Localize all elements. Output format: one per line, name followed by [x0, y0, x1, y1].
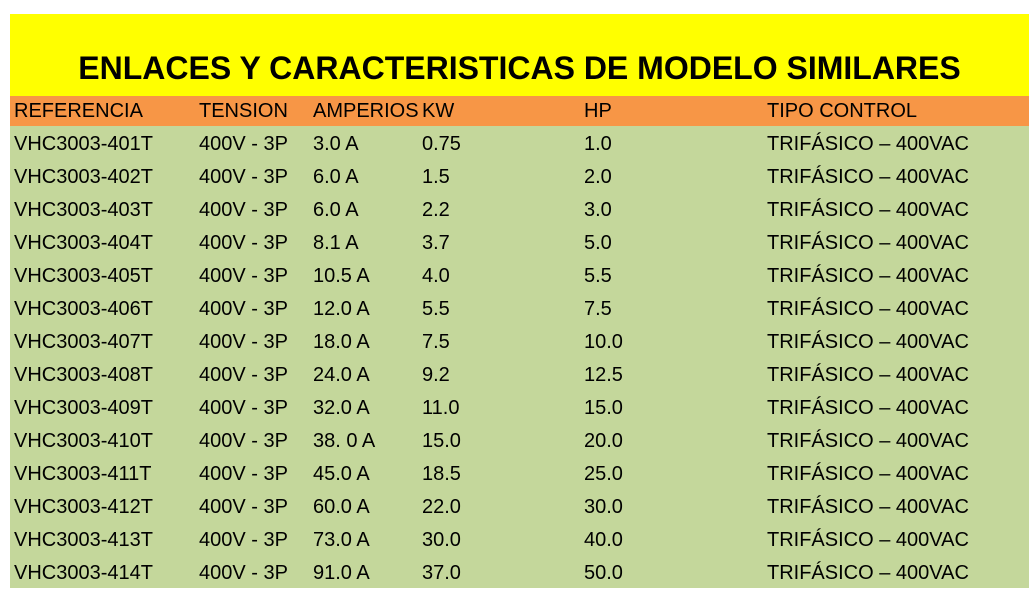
- table-cell: TRIFÁSICO – 400VAC: [767, 529, 969, 551]
- table-cell: VHC3003-402T: [14, 166, 153, 188]
- table-cell: 0.75: [422, 133, 461, 155]
- table-cell: 40.0: [584, 529, 623, 551]
- table-cell: 400V - 3P: [199, 430, 288, 452]
- table-cell: VHC3003-407T: [14, 331, 153, 353]
- table-cell: 400V - 3P: [199, 529, 288, 551]
- table-cell: 50.0: [584, 562, 623, 584]
- table-cell: 20.0: [584, 430, 623, 452]
- header-cell: TENSION: [199, 100, 288, 122]
- table-cell: TRIFÁSICO – 400VAC: [767, 232, 969, 254]
- table-cell: VHC3003-405T: [14, 265, 153, 287]
- table-cell: 45.0 A: [313, 463, 370, 485]
- table-cell: 1.5: [422, 166, 450, 188]
- table-cell: VHC3003-414T: [14, 562, 153, 584]
- table-cell: 7.5: [584, 298, 612, 320]
- table-cell: 400V - 3P: [199, 298, 288, 320]
- table-cell: 11.0: [422, 397, 460, 419]
- table-cell: 400V - 3P: [199, 232, 288, 254]
- table-cell: 400V - 3P: [199, 265, 288, 287]
- table-cell: 400V - 3P: [199, 364, 288, 386]
- table-cell: TRIFÁSICO – 400VAC: [767, 199, 969, 221]
- table-cell: TRIFÁSICO – 400VAC: [767, 430, 969, 452]
- table-cell: 6.0 A: [313, 166, 359, 188]
- table-cell: TRIFÁSICO – 400VAC: [767, 133, 969, 155]
- table-cell: 18.0 A: [313, 331, 370, 353]
- table-cell: 10.0: [584, 331, 623, 353]
- table-cell: 22.0: [422, 496, 461, 518]
- title-band: [10, 14, 1029, 96]
- table-cell: 400V - 3P: [199, 199, 288, 221]
- table-cell: 25.0: [584, 463, 623, 485]
- table-cell: 5.0: [584, 232, 612, 254]
- table-body: [10, 126, 1029, 588]
- table-cell: 4.0: [422, 265, 450, 287]
- table-cell: 3.0 A: [313, 133, 359, 155]
- table-cell: 60.0 A: [313, 496, 370, 518]
- table-cell: 3.7: [422, 232, 450, 254]
- header-cell: TIPO CONTROL: [767, 100, 918, 122]
- table-cell: TRIFÁSICO – 400VAC: [767, 265, 969, 287]
- table-cell: 9.2: [422, 364, 450, 386]
- table-cell: VHC3003-408T: [14, 364, 153, 386]
- table-cell: 5.5: [584, 265, 612, 287]
- table-cell: VHC3003-412T: [14, 496, 153, 518]
- header-cell: AMPERIOS: [313, 100, 419, 122]
- title: ENLACES Y CARACTERISTICAS DE MODELO SIMI…: [78, 50, 961, 86]
- table-cell: 400V - 3P: [199, 397, 288, 419]
- table-cell: 15.0: [422, 430, 461, 452]
- table-cell: 12.0 A: [313, 298, 370, 320]
- table-cell: 400V - 3P: [199, 331, 288, 353]
- table-cell: TRIFÁSICO – 400VAC: [767, 364, 969, 386]
- table-cell: VHC3003-410T: [14, 430, 153, 452]
- table-cell: 91.0 A: [313, 562, 370, 584]
- table-cell: VHC3003-403T: [14, 199, 153, 221]
- table-cell: 3.0: [584, 199, 612, 221]
- table-cell: 7.5: [422, 331, 450, 353]
- table-cell: 1.0: [584, 133, 612, 155]
- header-cell: KW: [422, 100, 455, 122]
- header-cell: REFERENCIA: [14, 100, 143, 122]
- table-cell: VHC3003-411T: [14, 463, 152, 485]
- table-cell: TRIFÁSICO – 400VAC: [767, 166, 969, 188]
- table-cell: 18.5: [422, 463, 461, 485]
- table-cell: 73.0 A: [313, 529, 370, 551]
- table-cell: 10.5 A: [313, 265, 370, 287]
- table-cell: TRIFÁSICO – 400VAC: [767, 562, 969, 584]
- table-cell: 400V - 3P: [199, 463, 288, 485]
- table-cell: VHC3003-401T: [14, 133, 153, 155]
- table-cell: VHC3003-406T: [14, 298, 153, 320]
- table-cell: 32.0 A: [313, 397, 370, 419]
- table-cell: 8.1 A: [313, 232, 359, 254]
- table-cell: 38. 0 A: [313, 430, 376, 452]
- table-cell: 12.5: [584, 364, 623, 386]
- table-cell: 2.0: [584, 166, 612, 188]
- header-row: [10, 96, 1029, 126]
- table-cell: TRIFÁSICO – 400VAC: [767, 397, 969, 419]
- table-cell: 6.0 A: [313, 199, 359, 221]
- table-cell: 400V - 3P: [199, 166, 288, 188]
- table-cell: 2.2: [422, 199, 450, 221]
- table-cell: 24.0 A: [313, 364, 370, 386]
- table-cell: 5.5: [422, 298, 450, 320]
- table-cell: 15.0: [584, 397, 623, 419]
- table-cell: 30.0: [422, 529, 461, 551]
- table-cell: VHC3003-413T: [14, 529, 153, 551]
- table-cell: 30.0: [584, 496, 623, 518]
- table-cell: TRIFÁSICO – 400VAC: [767, 298, 969, 320]
- table-cell: TRIFÁSICO – 400VAC: [767, 331, 969, 353]
- table-cell: TRIFÁSICO – 400VAC: [767, 496, 969, 518]
- table-cell: 400V - 3P: [199, 562, 288, 584]
- table-cell: 400V - 3P: [199, 133, 288, 155]
- table-cell: TRIFÁSICO – 400VAC: [767, 463, 969, 485]
- table-cell: VHC3003-404T: [14, 232, 153, 254]
- table-cell: VHC3003-409T: [14, 397, 153, 419]
- table-cell: 400V - 3P: [199, 496, 288, 518]
- table-cell: 37.0: [422, 562, 461, 584]
- header-cell: HP: [584, 100, 612, 122]
